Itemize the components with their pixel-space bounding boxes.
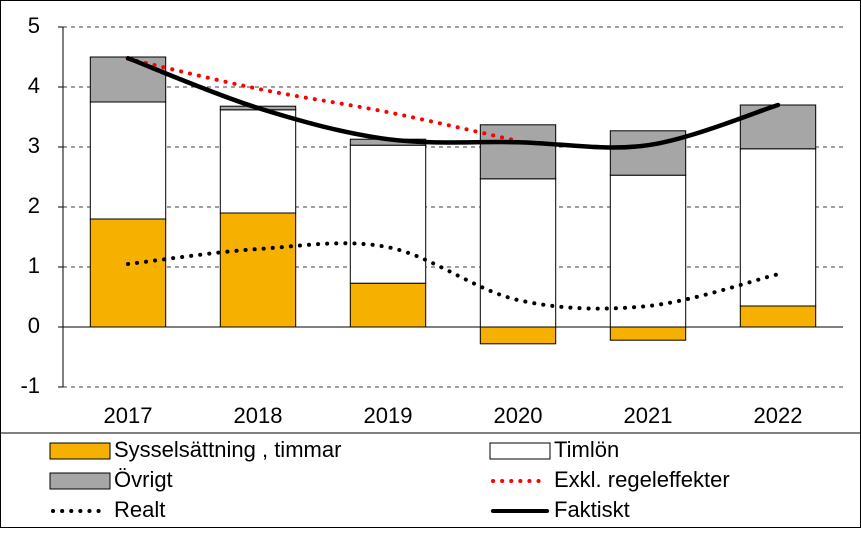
bar: [479, 124, 557, 180]
bar: [89, 218, 167, 328]
line: [126, 56, 520, 143]
legend-swatch: [49, 472, 111, 490]
bar: [479, 326, 557, 345]
bar: [609, 174, 687, 328]
legend-label: Faktiskt: [554, 497, 630, 522]
legend-label: Exkl. regeleffekter: [554, 467, 730, 492]
x-tick-label: 2017: [104, 403, 153, 428]
legend-swatch: [489, 442, 551, 460]
bar: [219, 212, 297, 328]
x-tick-label: 2021: [624, 403, 673, 428]
y-tick-label: 0: [28, 313, 40, 338]
x-tick-label: 2019: [364, 403, 413, 428]
legend-label: Realt: [114, 497, 165, 522]
bar: [349, 282, 427, 328]
bar: [349, 144, 427, 284]
bar: [219, 109, 297, 214]
bar: [609, 326, 687, 341]
x-tick-label: 2022: [754, 403, 803, 428]
y-tick-label: -1: [20, 373, 40, 398]
bar: [739, 104, 817, 150]
legend-label: Sysselsättning , timmar: [114, 437, 341, 462]
x-tick-label: 2020: [494, 403, 543, 428]
legend-swatch: [49, 442, 111, 460]
x-tick-label: 2018: [234, 403, 283, 428]
y-tick-label: 4: [28, 73, 40, 98]
y-tick-label: 5: [28, 13, 40, 38]
y-tick-label: 3: [28, 133, 40, 158]
legend-label: Övrigt: [114, 467, 173, 492]
bar: [739, 305, 817, 328]
legend-label: Timlön: [554, 437, 619, 462]
line: [125, 55, 781, 150]
y-tick-label: 1: [28, 253, 40, 278]
y-tick-label: 2: [28, 193, 40, 218]
bar: [89, 101, 167, 220]
